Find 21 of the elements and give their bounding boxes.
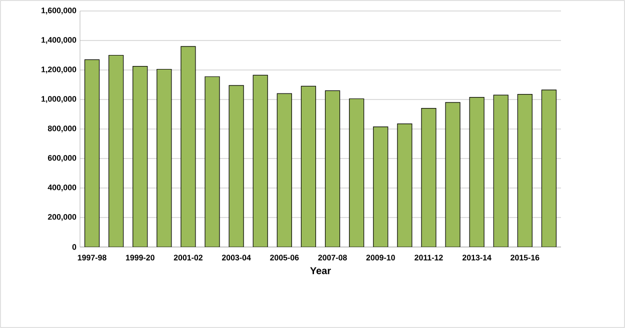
bar (541, 90, 557, 247)
bar (204, 76, 220, 247)
bar (469, 96, 484, 247)
x-axis-title: Year (310, 267, 331, 274)
bar (349, 98, 364, 247)
bar (180, 46, 196, 247)
bar (373, 126, 388, 247)
bar (445, 102, 460, 247)
bar (324, 90, 340, 247)
bar (156, 68, 172, 247)
bar (276, 93, 292, 247)
bar (132, 66, 148, 247)
bar (252, 74, 268, 247)
bar (108, 54, 124, 247)
bar (421, 108, 436, 247)
bar (84, 59, 100, 247)
bar (493, 94, 508, 247)
bar (397, 124, 412, 247)
bar (228, 85, 244, 247)
bar (517, 94, 532, 247)
bar (300, 86, 316, 247)
